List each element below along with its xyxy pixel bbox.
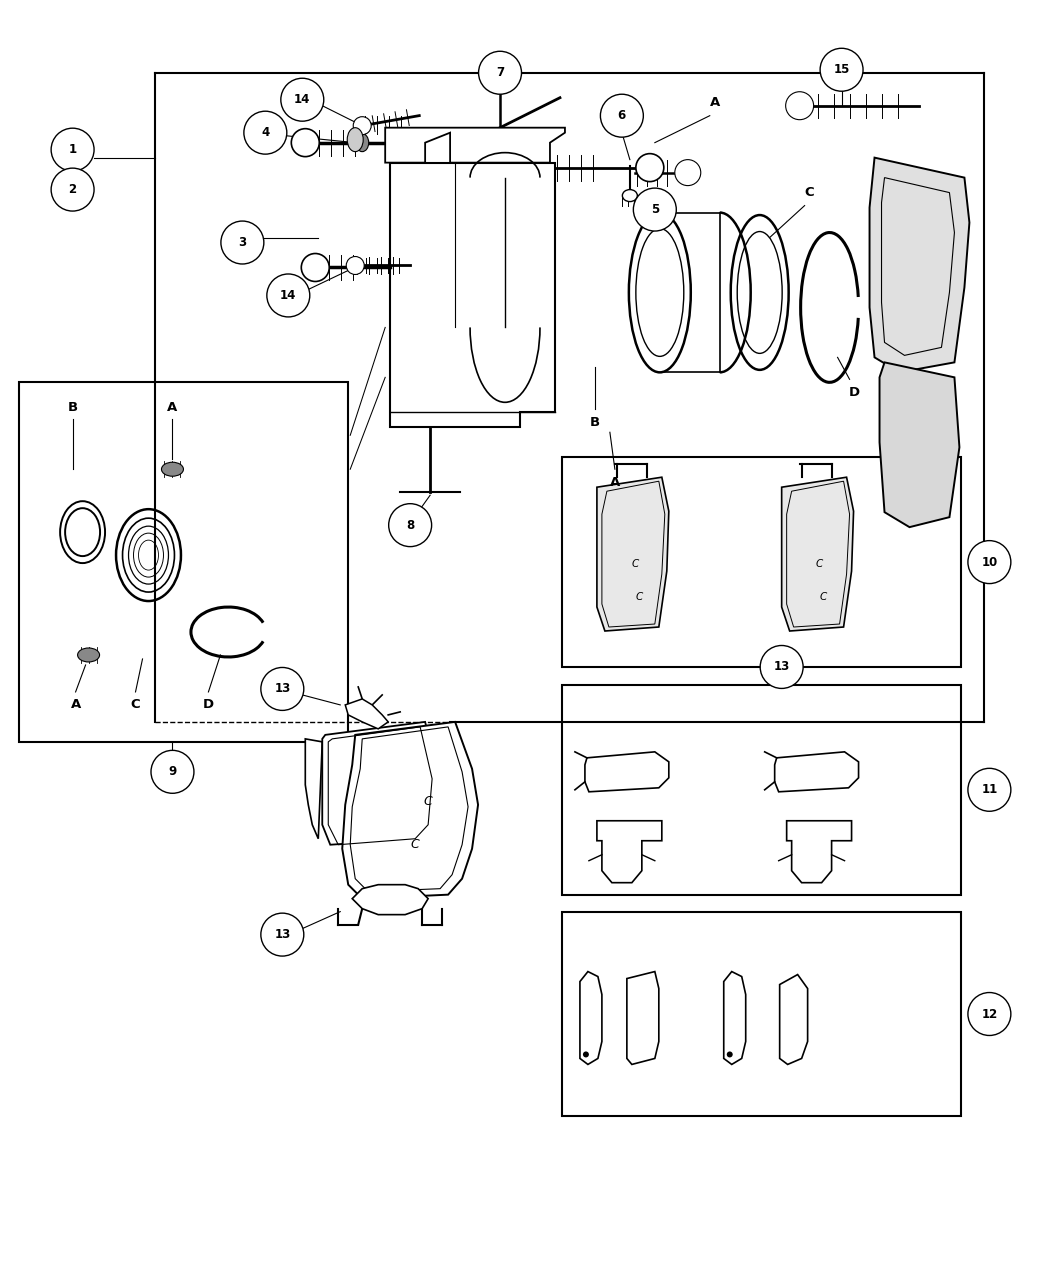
Text: 10: 10 xyxy=(982,555,997,568)
Text: B: B xyxy=(590,416,600,429)
Ellipse shape xyxy=(629,212,691,373)
Bar xyxy=(19,382,349,742)
Ellipse shape xyxy=(356,134,369,152)
Circle shape xyxy=(968,540,1011,584)
Circle shape xyxy=(260,913,303,956)
Ellipse shape xyxy=(623,189,637,202)
Text: A: A xyxy=(70,699,81,711)
Circle shape xyxy=(820,49,863,91)
Polygon shape xyxy=(391,162,555,428)
Circle shape xyxy=(601,94,644,137)
Text: 5: 5 xyxy=(651,203,659,216)
Circle shape xyxy=(675,160,700,185)
Text: A: A xyxy=(610,476,620,489)
Circle shape xyxy=(346,257,364,275)
Bar xyxy=(562,457,962,667)
Circle shape xyxy=(760,645,803,688)
Circle shape xyxy=(220,221,264,264)
Bar xyxy=(562,912,962,1116)
Polygon shape xyxy=(580,972,602,1065)
Text: C: C xyxy=(631,559,638,570)
Text: C: C xyxy=(424,796,433,808)
Bar xyxy=(411,243,465,327)
Ellipse shape xyxy=(78,647,100,661)
Text: 8: 8 xyxy=(406,518,415,531)
Text: 15: 15 xyxy=(834,64,849,77)
Polygon shape xyxy=(306,739,322,839)
Circle shape xyxy=(968,769,1011,811)
Text: 6: 6 xyxy=(617,110,626,123)
Polygon shape xyxy=(781,478,854,631)
Ellipse shape xyxy=(495,86,506,93)
Text: 13: 13 xyxy=(774,660,790,673)
Text: 12: 12 xyxy=(982,1008,997,1020)
Text: C: C xyxy=(820,593,827,601)
Text: 14: 14 xyxy=(294,93,311,106)
Ellipse shape xyxy=(162,462,184,476)
Bar xyxy=(485,243,540,327)
Text: 13: 13 xyxy=(274,928,291,941)
Text: D: D xyxy=(203,699,214,711)
Circle shape xyxy=(968,992,1011,1036)
Polygon shape xyxy=(869,157,969,373)
Circle shape xyxy=(51,128,94,171)
Circle shape xyxy=(260,668,303,710)
Circle shape xyxy=(151,751,194,793)
Text: 2: 2 xyxy=(68,183,77,197)
Text: C: C xyxy=(635,593,643,601)
Text: 9: 9 xyxy=(168,765,176,778)
Circle shape xyxy=(479,51,522,94)
Circle shape xyxy=(727,1051,733,1057)
Ellipse shape xyxy=(348,128,363,152)
Circle shape xyxy=(280,78,323,121)
Polygon shape xyxy=(780,974,807,1065)
Text: C: C xyxy=(130,699,141,711)
Polygon shape xyxy=(627,972,658,1065)
Text: 4: 4 xyxy=(261,126,270,139)
Polygon shape xyxy=(342,722,478,899)
Text: 14: 14 xyxy=(280,289,296,301)
Text: A: A xyxy=(167,401,177,414)
Polygon shape xyxy=(352,885,428,914)
Circle shape xyxy=(785,92,814,120)
Circle shape xyxy=(267,275,310,317)
Circle shape xyxy=(291,129,319,157)
Text: B: B xyxy=(67,401,78,414)
Bar xyxy=(562,684,962,895)
Circle shape xyxy=(51,169,94,211)
Text: 1: 1 xyxy=(68,143,77,156)
Polygon shape xyxy=(596,478,669,631)
Text: C: C xyxy=(804,186,815,199)
Circle shape xyxy=(244,111,287,155)
Text: 3: 3 xyxy=(238,236,247,249)
Polygon shape xyxy=(723,972,746,1065)
Polygon shape xyxy=(880,363,960,527)
Text: C: C xyxy=(816,559,823,570)
Polygon shape xyxy=(385,128,565,162)
Polygon shape xyxy=(322,722,438,844)
Text: D: D xyxy=(849,386,860,398)
Text: 13: 13 xyxy=(274,682,291,696)
Circle shape xyxy=(388,503,432,547)
Text: A: A xyxy=(710,96,720,110)
Circle shape xyxy=(301,254,330,281)
Text: 7: 7 xyxy=(496,66,504,79)
Text: C: C xyxy=(411,838,420,852)
Circle shape xyxy=(353,116,372,134)
Polygon shape xyxy=(345,699,388,729)
Text: 11: 11 xyxy=(982,783,997,797)
Circle shape xyxy=(633,188,676,231)
Circle shape xyxy=(583,1051,589,1057)
Circle shape xyxy=(636,153,664,181)
